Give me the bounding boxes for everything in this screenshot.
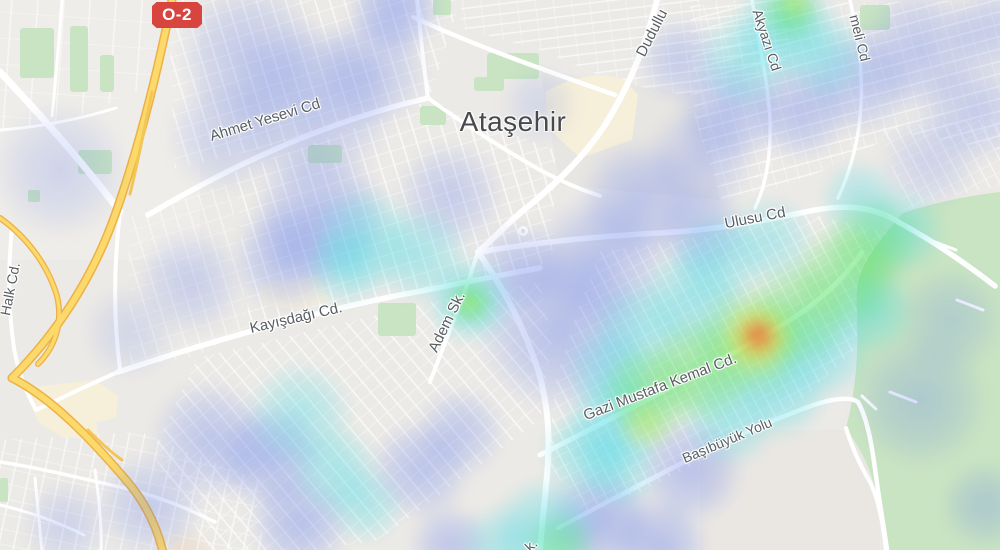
ulusu-road [475,204,998,289]
akyazi-road [750,0,772,210]
basibuyuk-forest-park [846,192,1000,550]
district-shade [700,430,880,550]
motorway-badge-o2: O-2 [152,2,202,28]
highway-o2 [0,0,177,550]
dudullu-road [475,0,660,255]
ahmet-yesevi-road [145,95,431,218]
basibuyuk-road [555,396,890,550]
